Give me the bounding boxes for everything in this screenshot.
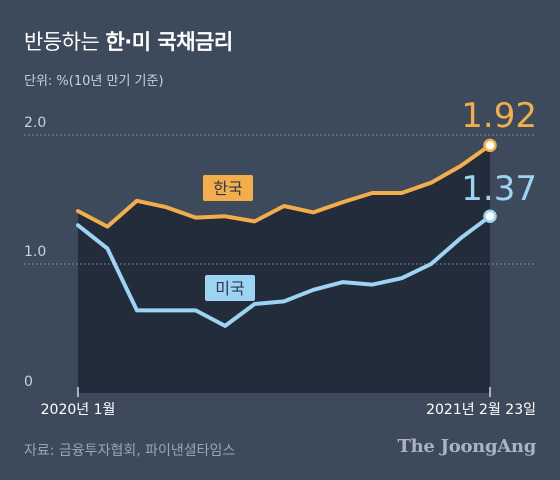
series-name-box (205, 275, 255, 301)
series-end-value: 1.37 (461, 169, 537, 209)
chart-unit-label: 단위: %(10년 만기 기준) (24, 74, 164, 89)
series-end-point (483, 138, 497, 153)
title-light: 반등하는 (24, 30, 100, 54)
series-name-label: 미국 (215, 279, 244, 298)
y-tick-label: 1.0 (24, 244, 46, 260)
x-tick-label-start: 2020년 1월 (41, 402, 116, 418)
series-line (76, 143, 492, 229)
series-name-box (203, 175, 253, 201)
series-name-label: 한국 (213, 179, 242, 198)
brand-logo: The JoongAng (397, 436, 537, 457)
x-tick-label-end: 2021년 2월 23일 (426, 402, 536, 418)
series-end-value: 1.92 (461, 96, 537, 136)
source-note: 자료: 금융투자협회, 파이낸셜타임스 (24, 443, 236, 459)
chart-title: 반등하는 한·미 국채금리 (24, 26, 233, 56)
title-bold: 한·미 국채금리 (105, 30, 233, 54)
plot-area-fill (78, 145, 490, 393)
series-end-point (483, 209, 497, 224)
y-tick-label: 2.0 (24, 115, 46, 131)
series-line (76, 214, 492, 328)
y-tick-label: 0 (24, 374, 33, 390)
